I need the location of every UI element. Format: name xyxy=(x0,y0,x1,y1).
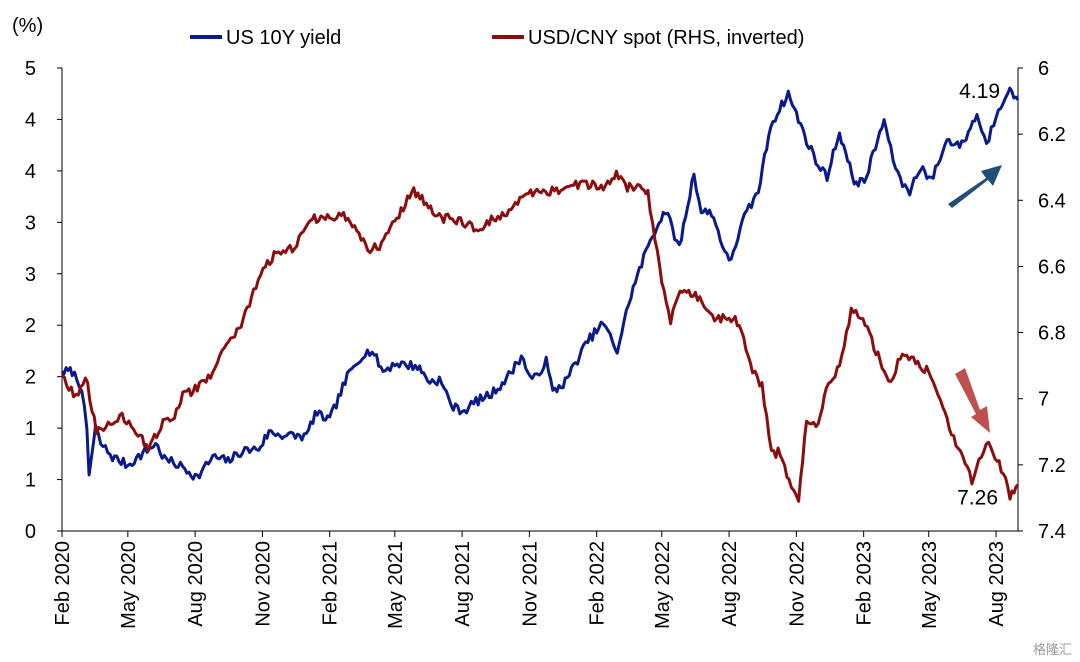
x-axis-ticks: Feb 2020 May 2020 Aug 2020 Nov 2020 Feb 2021… xyxy=(52,531,1008,629)
end-value-label: 4.19 xyxy=(959,80,1000,103)
annotation-layer: 4.19 7.26 xyxy=(948,80,1002,510)
left-tick-label: 0 xyxy=(25,521,36,543)
right-tick-label: 7 xyxy=(1038,389,1049,411)
plot-frame xyxy=(61,68,1019,532)
x-tick-label: Feb 2020 xyxy=(52,541,74,626)
left-tick-label: 5 xyxy=(25,58,36,80)
x-tick-label: Aug 2022 xyxy=(719,541,741,627)
left-tick-label: 2 xyxy=(25,315,36,337)
trend-arrow-down xyxy=(955,368,990,433)
right-tick-label: 7.4 xyxy=(1038,521,1066,543)
x-tick-label: Feb 2023 xyxy=(854,541,876,626)
x-tick-label: May 2021 xyxy=(385,541,407,629)
legend: US 10Y yield USD/CNY spot (RHS, inverted… xyxy=(190,27,804,49)
x-tick-label: Aug 2023 xyxy=(986,541,1008,627)
x-tick-label: May 2020 xyxy=(118,541,140,629)
right-tick-label: 6.4 xyxy=(1038,190,1066,212)
x-tick-label: Feb 2022 xyxy=(587,541,609,626)
legend-label-usdcny: USD/CNY spot (RHS, inverted) xyxy=(528,27,804,49)
right-tick-label: 7.2 xyxy=(1038,455,1066,477)
right-tick-label: 6.6 xyxy=(1038,256,1066,278)
left-tick-label: 4 xyxy=(25,161,36,183)
left-tick-label: 3 xyxy=(25,212,36,234)
x-tick-label: Nov 2022 xyxy=(786,541,808,627)
x-tick-label: Aug 2020 xyxy=(185,541,207,627)
x-tick-label: Nov 2021 xyxy=(519,541,541,627)
x-tick-label: Feb 2021 xyxy=(320,541,342,626)
left-axis-unit: (%) xyxy=(12,15,43,37)
watermark: 格隆汇 xyxy=(1032,643,1072,658)
right-axis-ticks: 6 6.2 6.4 6.6 6.8 7 7.2 7.4 xyxy=(1018,58,1066,543)
left-tick-label: 1 xyxy=(25,418,36,440)
left-tick-label: 2 xyxy=(25,367,36,389)
series-layer xyxy=(60,86,1020,503)
trend-arrow-up xyxy=(948,165,1002,208)
end-value-label: 7.26 xyxy=(957,487,998,510)
left-tick-label: 1 xyxy=(25,470,36,492)
right-tick-label: 6.2 xyxy=(1038,124,1066,146)
series-line-us10y xyxy=(60,86,1020,481)
right-tick-label: 6 xyxy=(1038,58,1049,80)
series-line-usdcny xyxy=(61,169,1020,503)
right-tick-label: 6.8 xyxy=(1038,323,1066,345)
legend-label-us10y: US 10Y yield xyxy=(226,27,341,49)
x-tick-label: May 2023 xyxy=(919,541,941,629)
left-tick-label: 4 xyxy=(25,109,36,131)
left-tick-label: 3 xyxy=(25,264,36,286)
x-tick-label: May 2022 xyxy=(652,541,674,629)
x-tick-label: Nov 2020 xyxy=(252,541,274,627)
left-axis-ticks: 0 1 1 2 2 3 3 4 4 5 xyxy=(25,58,62,543)
x-tick-label: Aug 2021 xyxy=(452,541,474,627)
